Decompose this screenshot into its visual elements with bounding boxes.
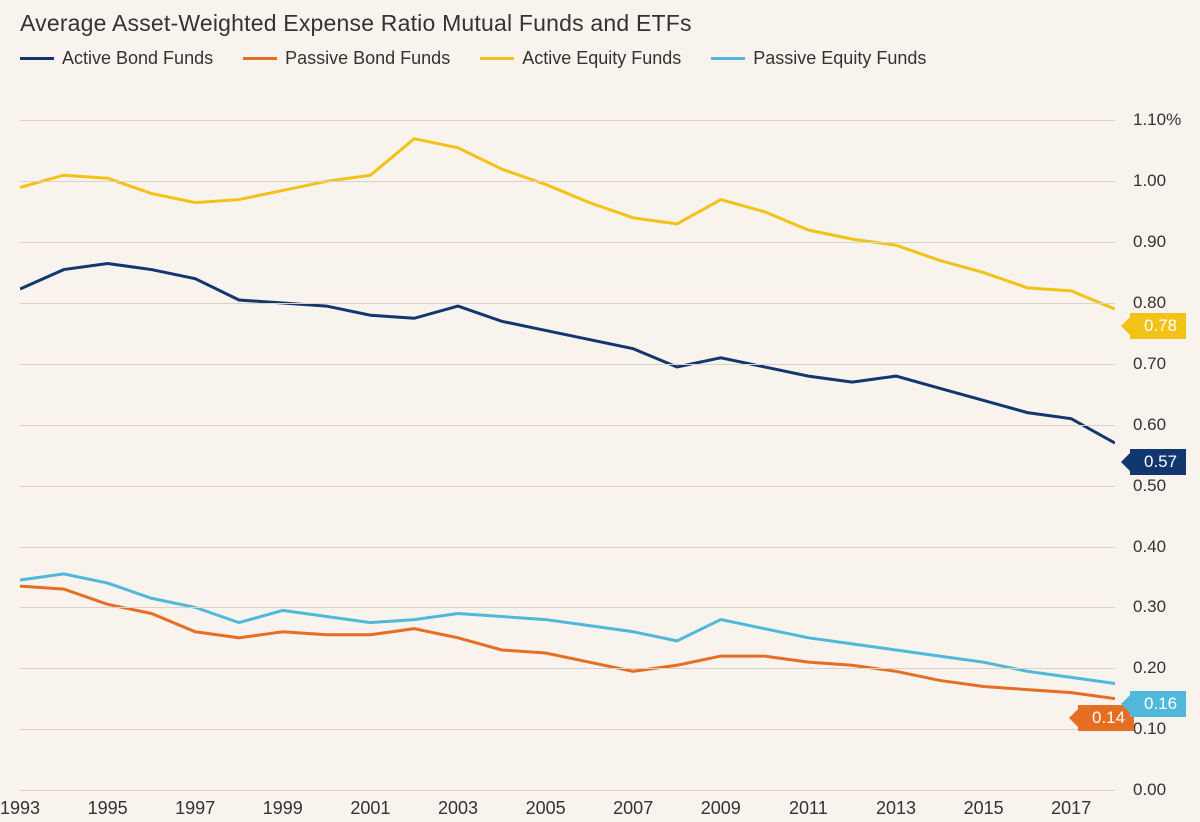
gridline — [20, 790, 1115, 791]
legend-item-active_equity: Active Equity Funds — [480, 48, 681, 69]
legend-swatch — [243, 57, 277, 60]
callout-passive_equity: 0.16 — [1130, 691, 1186, 717]
gridline — [20, 181, 1115, 182]
series-line-passive_bond — [20, 586, 1115, 699]
y-tick-label: 1.10% — [1133, 110, 1200, 130]
gridline — [20, 607, 1115, 608]
legend-swatch — [20, 57, 54, 60]
legend-item-passive_bond: Passive Bond Funds — [243, 48, 450, 69]
legend-label: Passive Equity Funds — [753, 48, 926, 69]
y-tick-label: 0.40 — [1133, 537, 1200, 557]
x-tick-label: 2015 — [964, 798, 1004, 819]
series-line-active_bond — [20, 263, 1115, 443]
y-tick-label: 1.00 — [1133, 171, 1200, 191]
x-tick-label: 2007 — [613, 798, 653, 819]
x-tick-label: 1999 — [263, 798, 303, 819]
legend: Active Bond Funds Passive Bond Funds Activ… — [20, 48, 926, 69]
series-line-active_equity — [20, 139, 1115, 309]
x-tick-label: 1995 — [88, 798, 128, 819]
y-tick-label: 0.00 — [1133, 780, 1200, 800]
x-tick-label: 1993 — [0, 798, 40, 819]
x-tick-label: 2003 — [438, 798, 478, 819]
plot-svg — [20, 90, 1115, 790]
x-tick-label: 2017 — [1051, 798, 1091, 819]
callout-active_bond: 0.57 — [1130, 449, 1186, 475]
chart-title: Average Asset-Weighted Expense Ratio Mut… — [20, 10, 692, 37]
x-tick-label: 2013 — [876, 798, 916, 819]
x-tick-label: 2011 — [789, 798, 828, 819]
gridline — [20, 486, 1115, 487]
y-tick-label: 0.10 — [1133, 719, 1200, 739]
legend-swatch — [711, 57, 745, 60]
gridline — [20, 303, 1115, 304]
gridline — [20, 668, 1115, 669]
plot-area — [20, 90, 1115, 790]
x-tick-label: 2001 — [350, 798, 390, 819]
y-tick-label: 0.70 — [1133, 354, 1200, 374]
y-tick-label: 0.20 — [1133, 658, 1200, 678]
y-tick-label: 0.80 — [1133, 293, 1200, 313]
legend-label: Active Equity Funds — [522, 48, 681, 69]
gridline — [20, 547, 1115, 548]
y-tick-label: 0.30 — [1133, 597, 1200, 617]
legend-item-active_bond: Active Bond Funds — [20, 48, 213, 69]
x-tick-label: 1997 — [175, 798, 215, 819]
y-tick-label: 0.60 — [1133, 415, 1200, 435]
legend-label: Passive Bond Funds — [285, 48, 450, 69]
x-tick-label: 2009 — [701, 798, 741, 819]
legend-swatch — [480, 57, 514, 60]
y-tick-label: 0.50 — [1133, 476, 1200, 496]
callout-active_equity: 0.78 — [1130, 313, 1186, 339]
gridline — [20, 425, 1115, 426]
y-tick-label: 0.90 — [1133, 232, 1200, 252]
x-tick-label: 2005 — [526, 798, 566, 819]
gridline — [20, 364, 1115, 365]
legend-item-passive_equity: Passive Equity Funds — [711, 48, 926, 69]
gridline — [20, 242, 1115, 243]
gridline — [20, 120, 1115, 121]
legend-label: Active Bond Funds — [62, 48, 213, 69]
gridline — [20, 729, 1115, 730]
